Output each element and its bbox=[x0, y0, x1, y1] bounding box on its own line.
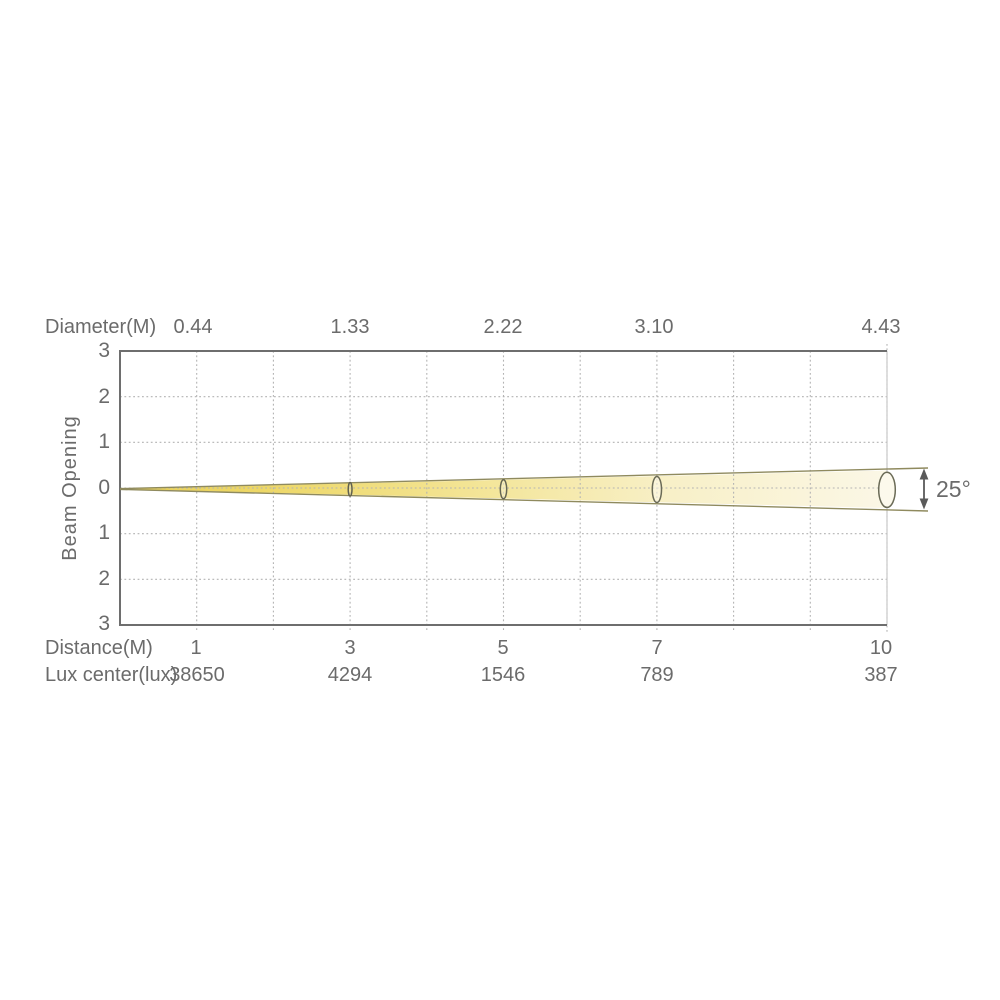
beam-ellipses bbox=[347, 471, 897, 509]
distance-value: 5 bbox=[497, 637, 509, 659]
diameter-value: 3.10 bbox=[634, 316, 674, 338]
distance-row-label: Distance(M) bbox=[45, 637, 153, 659]
diameter-value: 2.22 bbox=[483, 316, 523, 338]
lux-value: 38650 bbox=[169, 664, 225, 686]
angle-arrow-icon bbox=[919, 468, 929, 510]
beam-ellipse-5m bbox=[499, 479, 508, 500]
diameter-value: 4.43 bbox=[861, 316, 901, 338]
distance-value: 1 bbox=[190, 637, 202, 659]
distance-value: 7 bbox=[651, 637, 663, 659]
distance-value: 3 bbox=[344, 637, 356, 659]
y-tick-label: 3 bbox=[98, 612, 110, 635]
y-tick-label: 2 bbox=[98, 385, 110, 408]
lux-value: 387 bbox=[864, 664, 898, 686]
chart-grid bbox=[120, 344, 889, 632]
lux-row-label: Lux center(lux) bbox=[45, 664, 178, 686]
beam-ellipse-10m bbox=[877, 471, 897, 509]
beam-ellipse-3m bbox=[347, 481, 353, 497]
y-tick-label: 3 bbox=[98, 339, 110, 362]
lux-value: 4294 bbox=[327, 664, 373, 686]
distance-value: 10 bbox=[869, 637, 893, 659]
y-axis-title: Beam Opening bbox=[59, 415, 81, 561]
y-tick-label: 1 bbox=[98, 521, 110, 544]
y-tick-label: 0 bbox=[98, 476, 110, 499]
lux-value: 1546 bbox=[480, 664, 526, 686]
beam-angle-label: 25° bbox=[936, 476, 971, 502]
lux-value: 789 bbox=[640, 664, 674, 686]
beam-edges bbox=[119, 467, 929, 512]
beam-ellipse-7m bbox=[651, 475, 663, 504]
y-tick-label: 2 bbox=[98, 567, 110, 590]
y-tick-label: 1 bbox=[98, 430, 110, 453]
diameter-row-label: Diameter(M) bbox=[45, 316, 157, 338]
diameter-value: 1.33 bbox=[330, 316, 370, 338]
diameter-value: 0.44 bbox=[173, 316, 213, 338]
